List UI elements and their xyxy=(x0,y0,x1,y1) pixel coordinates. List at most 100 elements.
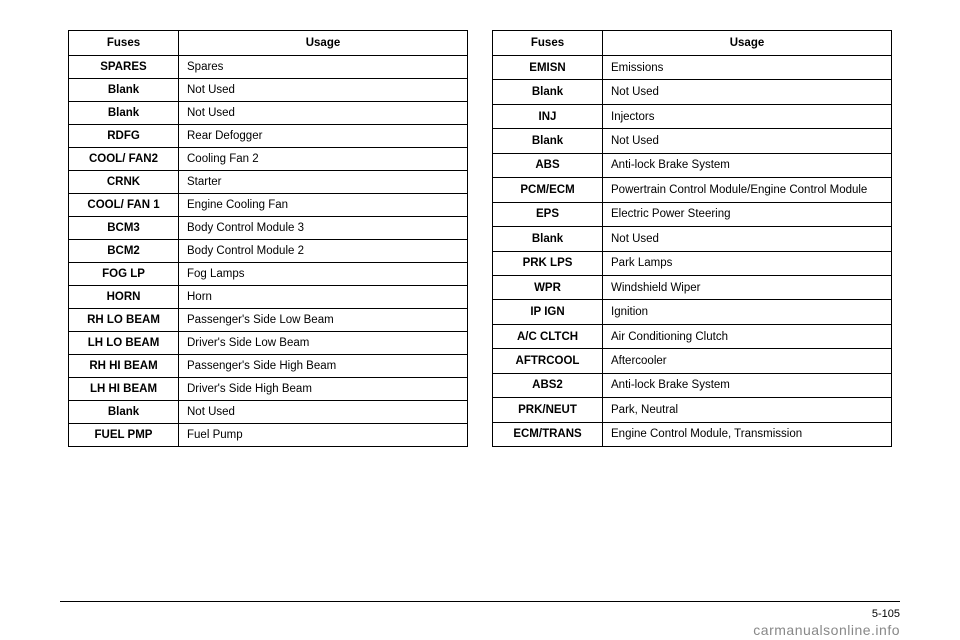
table-row: FUEL PMPFuel Pump xyxy=(69,424,468,447)
col-header-fuses: Fuses xyxy=(69,31,179,56)
table-header-row: Fuses Usage xyxy=(69,31,468,56)
table-row: BlankNot Used xyxy=(493,80,892,104)
table-row: ECM/TRANSEngine Control Module, Transmis… xyxy=(493,422,892,446)
usage-cell: Not Used xyxy=(603,80,892,104)
usage-cell: Driver's Side Low Beam xyxy=(179,332,468,355)
fuse-cell: RH HI BEAM xyxy=(69,355,179,378)
table-row: SPARESSpares xyxy=(69,56,468,79)
usage-cell: Not Used xyxy=(179,102,468,125)
table-row: LH HI BEAMDriver's Side High Beam xyxy=(69,378,468,401)
fuse-cell: EPS xyxy=(493,202,603,226)
fuse-cell: AFTRCOOL xyxy=(493,349,603,373)
table-row: A/C CLTCHAir Conditioning Clutch xyxy=(493,324,892,348)
tables-container: Fuses Usage SPARESSpares BlankNot Used B… xyxy=(60,30,900,447)
table-row: RH HI BEAMPassenger's Side High Beam xyxy=(69,355,468,378)
fuse-table-right: Fuses Usage EMISNEmissions BlankNot Used… xyxy=(492,30,892,447)
table-row: COOL/ FAN2Cooling Fan 2 xyxy=(69,148,468,171)
fuse-cell: Blank xyxy=(69,401,179,424)
watermark: carmanualsonline.info xyxy=(753,622,900,638)
usage-cell: Starter xyxy=(179,171,468,194)
table-row: INJInjectors xyxy=(493,104,892,128)
table-row: WPRWindshield Wiper xyxy=(493,275,892,299)
usage-cell: Not Used xyxy=(603,227,892,251)
usage-cell: Aftercooler xyxy=(603,349,892,373)
fuse-cell: PCM/ECM xyxy=(493,178,603,202)
fuse-cell: HORN xyxy=(69,286,179,309)
usage-cell: Windshield Wiper xyxy=(603,275,892,299)
fuse-cell: PRK/NEUT xyxy=(493,398,603,422)
table-row: ABS2Anti-lock Brake System xyxy=(493,373,892,397)
table-row: IP IGNIgnition xyxy=(493,300,892,324)
fuse-cell: Blank xyxy=(493,227,603,251)
table-row: EPSElectric Power Steering xyxy=(493,202,892,226)
usage-cell: Engine Cooling Fan xyxy=(179,194,468,217)
fuse-cell: Blank xyxy=(493,80,603,104)
usage-cell: Emissions xyxy=(603,56,892,80)
table-row: BCM2Body Control Module 2 xyxy=(69,240,468,263)
col-header-usage: Usage xyxy=(603,31,892,56)
table-row: COOL/ FAN 1Engine Cooling Fan xyxy=(69,194,468,217)
usage-cell: Body Control Module 3 xyxy=(179,217,468,240)
fuse-cell: CRNK xyxy=(69,171,179,194)
table-row: BCM3Body Control Module 3 xyxy=(69,217,468,240)
usage-cell: Electric Power Steering xyxy=(603,202,892,226)
table-row: BlankNot Used xyxy=(69,79,468,102)
table-row: LH LO BEAMDriver's Side Low Beam xyxy=(69,332,468,355)
fuse-cell: FOG LP xyxy=(69,263,179,286)
fuse-cell: COOL/ FAN2 xyxy=(69,148,179,171)
usage-cell: Passenger's Side High Beam xyxy=(179,355,468,378)
fuse-cell: SPARES xyxy=(69,56,179,79)
fuse-cell: PRK LPS xyxy=(493,251,603,275)
usage-cell: Spares xyxy=(179,56,468,79)
usage-cell: Fuel Pump xyxy=(179,424,468,447)
usage-cell: Body Control Module 2 xyxy=(179,240,468,263)
left-table-body: SPARESSpares BlankNot Used BlankNot Used… xyxy=(69,56,468,447)
table-row: AFTRCOOLAftercooler xyxy=(493,349,892,373)
usage-cell: Not Used xyxy=(179,401,468,424)
table-row: BlankNot Used xyxy=(493,227,892,251)
usage-cell: Park Lamps xyxy=(603,251,892,275)
table-row: BlankNot Used xyxy=(69,102,468,125)
col-header-fuses: Fuses xyxy=(493,31,603,56)
table-row: RH LO BEAMPassenger's Side Low Beam xyxy=(69,309,468,332)
fuse-cell: WPR xyxy=(493,275,603,299)
table-row: FOG LPFog Lamps xyxy=(69,263,468,286)
table-row: PCM/ECMPowertrain Control Module/Engine … xyxy=(493,178,892,202)
fuse-cell: A/C CLTCH xyxy=(493,324,603,348)
table-row: ABSAnti-lock Brake System xyxy=(493,153,892,177)
fuse-cell: ABS xyxy=(493,153,603,177)
fuse-cell: INJ xyxy=(493,104,603,128)
usage-cell: Passenger's Side Low Beam xyxy=(179,309,468,332)
usage-cell: Ignition xyxy=(603,300,892,324)
usage-cell: Powertrain Control Module/Engine Control… xyxy=(603,178,892,202)
fuse-cell: COOL/ FAN 1 xyxy=(69,194,179,217)
usage-cell: Park, Neutral xyxy=(603,398,892,422)
usage-cell: Engine Control Module, Transmission xyxy=(603,422,892,446)
table-row: EMISNEmissions xyxy=(493,56,892,80)
usage-cell: Injectors xyxy=(603,104,892,128)
table-row: BlankNot Used xyxy=(69,401,468,424)
fuse-cell: EMISN xyxy=(493,56,603,80)
table-row: BlankNot Used xyxy=(493,129,892,153)
table-row: PRK LPSPark Lamps xyxy=(493,251,892,275)
table-row: HORNHorn xyxy=(69,286,468,309)
fuse-cell: BCM3 xyxy=(69,217,179,240)
usage-cell: Fog Lamps xyxy=(179,263,468,286)
col-header-usage: Usage xyxy=(179,31,468,56)
table-header-row: Fuses Usage xyxy=(493,31,892,56)
fuse-cell: Blank xyxy=(69,102,179,125)
fuse-cell: Blank xyxy=(493,129,603,153)
usage-cell: Rear Defogger xyxy=(179,125,468,148)
fuse-cell: BCM2 xyxy=(69,240,179,263)
usage-cell: Anti-lock Brake System xyxy=(603,153,892,177)
usage-cell: Air Conditioning Clutch xyxy=(603,324,892,348)
fuse-cell: FUEL PMP xyxy=(69,424,179,447)
usage-cell: Horn xyxy=(179,286,468,309)
table-row: CRNKStarter xyxy=(69,171,468,194)
usage-cell: Not Used xyxy=(179,79,468,102)
fuse-table-left: Fuses Usage SPARESSpares BlankNot Used B… xyxy=(68,30,468,447)
fuse-cell: ABS2 xyxy=(493,373,603,397)
page-number: 5-105 xyxy=(872,608,900,620)
usage-cell: Cooling Fan 2 xyxy=(179,148,468,171)
footer-divider xyxy=(60,601,900,602)
